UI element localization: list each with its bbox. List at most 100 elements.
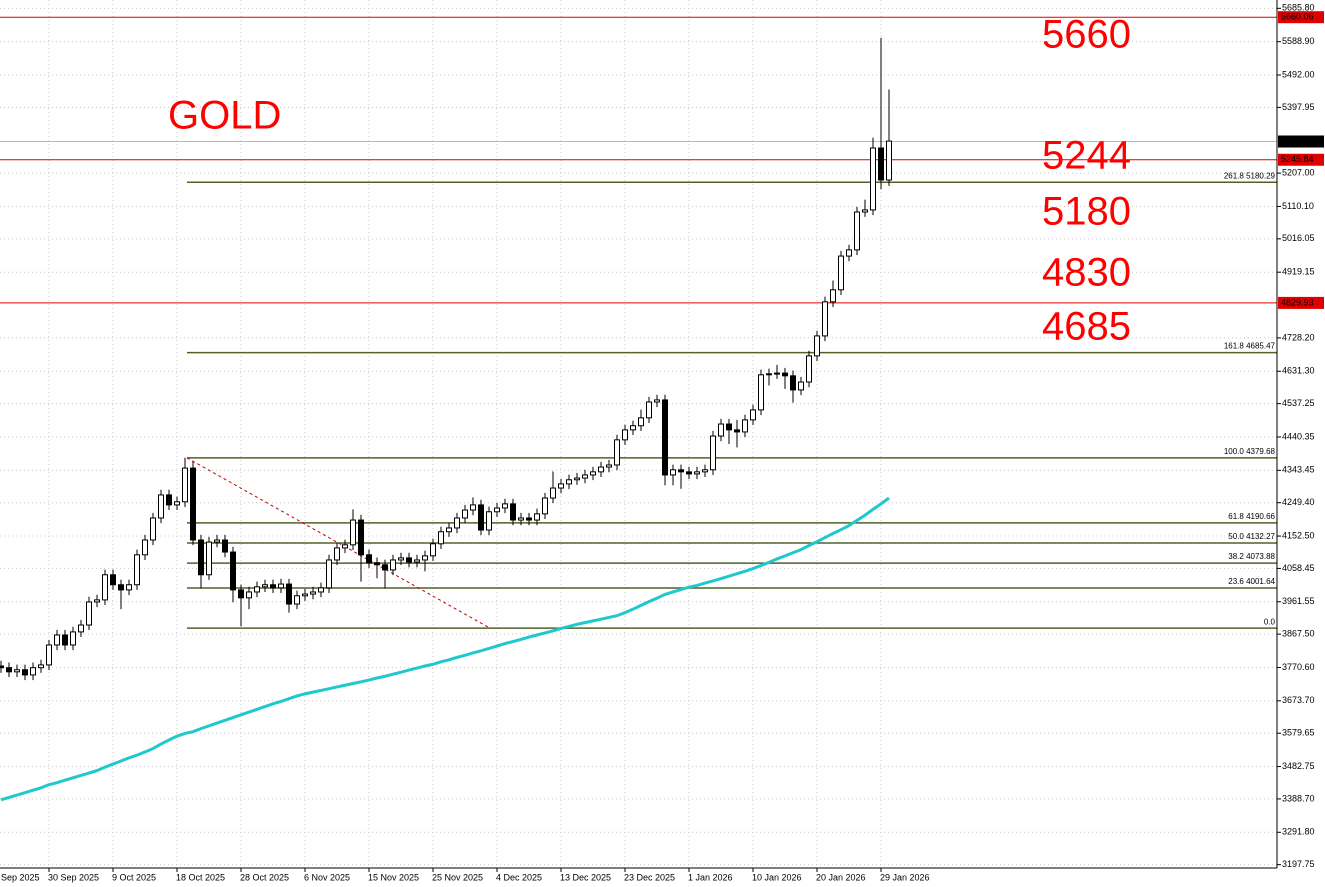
y-tick-label: 3482.75 xyxy=(1282,761,1315,771)
candle-body xyxy=(710,435,716,471)
candle-body xyxy=(382,564,388,571)
candle-body xyxy=(46,644,52,666)
y-tick-label: 3961.55 xyxy=(1282,596,1315,606)
candle-body xyxy=(398,557,404,561)
candle-body xyxy=(302,593,308,597)
candle-body xyxy=(134,554,140,586)
y-tick-label: 3291.80 xyxy=(1282,827,1315,837)
candle-body xyxy=(102,574,108,601)
candle-body xyxy=(742,419,748,433)
annotation: 5244 xyxy=(1042,134,1131,178)
candle-body xyxy=(734,429,740,433)
y-tick-label: 3770.60 xyxy=(1282,662,1315,672)
candle-body xyxy=(878,147,884,181)
candle-body xyxy=(366,554,372,564)
candle-body xyxy=(550,487,556,499)
candle-body xyxy=(750,409,756,421)
candle-body xyxy=(534,513,540,521)
candle-body xyxy=(638,417,644,427)
candle-body xyxy=(630,425,636,431)
y-tick-label: 5110.10 xyxy=(1282,201,1314,211)
candle-body xyxy=(446,527,452,533)
x-tick-label: 20 Jan 2026 xyxy=(816,872,866,882)
y-tick-label: 3388.70 xyxy=(1282,793,1315,803)
candle-body xyxy=(462,509,468,519)
candle-body xyxy=(886,140,892,181)
x-tick-label: 10 Jan 2026 xyxy=(752,872,802,882)
candle-body xyxy=(38,664,44,669)
annotation: 5660 xyxy=(1042,13,1131,57)
candle-body xyxy=(846,249,852,257)
fib-label: 23.6 4001.64 xyxy=(1228,577,1275,586)
fib-label: 38.2 4073.88 xyxy=(1228,552,1275,561)
fib-label: 100.0 4379.68 xyxy=(1224,447,1276,456)
candle-body xyxy=(854,211,860,251)
candle-body xyxy=(870,147,876,211)
candle-body xyxy=(54,634,60,646)
candle-body xyxy=(766,373,772,376)
level-box xyxy=(1278,153,1324,166)
candle-body xyxy=(94,599,100,603)
candle-body xyxy=(774,372,780,375)
fib-label: 50.0 4132.27 xyxy=(1228,532,1275,541)
candle-body xyxy=(422,555,428,561)
candle-body xyxy=(254,586,260,593)
candle-body xyxy=(478,504,484,531)
candle-body xyxy=(470,504,476,511)
candle-body xyxy=(502,503,508,509)
candle-body xyxy=(126,584,132,591)
candle-body xyxy=(430,543,436,557)
x-tick-label: 18 Oct 2025 xyxy=(176,872,225,882)
y-tick-label: 5207.00 xyxy=(1282,167,1315,177)
candle-body xyxy=(358,519,364,556)
y-tick-label: 4249.40 xyxy=(1282,497,1315,507)
candle-body xyxy=(262,584,268,588)
candle-body xyxy=(110,574,116,586)
candle-body xyxy=(454,517,460,529)
candle-body xyxy=(214,539,220,543)
y-tick-label: 5588.90 xyxy=(1282,36,1315,46)
fib-label: 61.8 4190.66 xyxy=(1228,512,1275,521)
level-box xyxy=(1278,296,1324,309)
candle-body xyxy=(782,372,788,377)
current-price-box xyxy=(1278,135,1324,148)
y-tick-label: 5016.05 xyxy=(1282,233,1315,243)
grid xyxy=(0,0,1277,868)
candle-body xyxy=(590,471,596,476)
candle-body xyxy=(814,335,820,357)
candle-body xyxy=(510,503,516,521)
candle-body xyxy=(830,289,836,303)
candle-body xyxy=(118,584,124,591)
chart-title: GOLD xyxy=(168,94,281,138)
candle-body xyxy=(558,483,564,489)
candle-body xyxy=(238,589,244,599)
candle-body xyxy=(230,551,236,591)
candle-body xyxy=(518,517,524,521)
candle-body xyxy=(350,519,356,546)
y-tick-label: 4631.30 xyxy=(1282,366,1315,376)
x-tick-label: 1 Jan 2026 xyxy=(688,872,733,882)
candle-body xyxy=(70,631,76,646)
x-tick-label: 13 Dec 2025 xyxy=(560,872,611,882)
y-tick-label: 4343.45 xyxy=(1282,465,1315,475)
fib-label: 161.8 4685.47 xyxy=(1224,342,1276,351)
y-tick-label: 3867.50 xyxy=(1282,629,1315,639)
y-tick-label: 4440.35 xyxy=(1282,431,1315,441)
candle-body xyxy=(270,584,276,589)
candle-body xyxy=(694,471,700,475)
y-tick-label: 4152.50 xyxy=(1282,530,1315,540)
annotation: 4685 xyxy=(1042,305,1131,349)
y-tick-label: 5397.95 xyxy=(1282,102,1315,112)
candle-body xyxy=(582,474,588,479)
candle-body xyxy=(390,559,396,571)
candle-body xyxy=(614,439,620,466)
candle-body xyxy=(166,494,172,506)
overlays: 261.8 5180.29 161.8 4685.47 100.0 4379.68 6… xyxy=(0,16,1277,629)
x-tick-label: 28 Oct 2025 xyxy=(240,872,289,882)
x-tick-label: 4 Dec 2025 xyxy=(496,872,542,882)
candle-body xyxy=(702,469,708,473)
candle-body xyxy=(86,601,92,626)
marks: 5660 5244 5180 4830 4685 xyxy=(0,13,1131,802)
level-box xyxy=(1278,11,1324,24)
